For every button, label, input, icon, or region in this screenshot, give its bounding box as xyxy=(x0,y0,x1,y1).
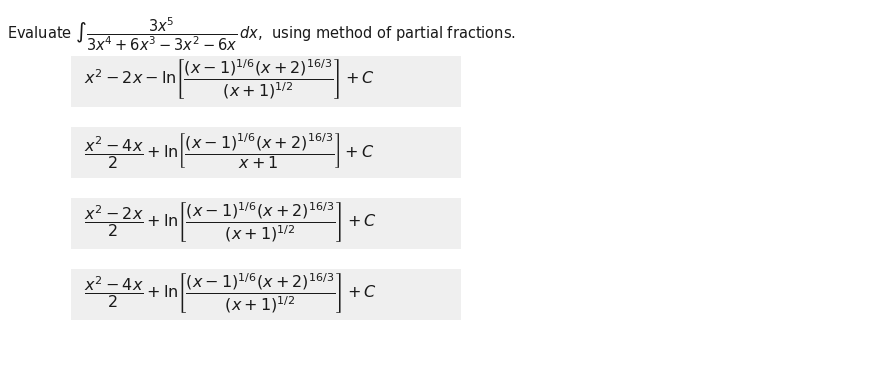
Text: Evaluate $\int \dfrac{3x^5}{3x^4+6x^3-3x^2-6x}\,dx$,  using method of partial fr: Evaluate $\int \dfrac{3x^5}{3x^4+6x^3-3x… xyxy=(7,15,516,53)
FancyBboxPatch shape xyxy=(71,56,461,107)
FancyBboxPatch shape xyxy=(71,198,461,249)
FancyBboxPatch shape xyxy=(71,269,461,320)
Text: $x^2-2x-\ln\!\left[\dfrac{(x-1)^{1/6}(x+2)^{16/3}}{(x+1)^{1/2}}\right]+C$: $x^2-2x-\ln\!\left[\dfrac{(x-1)^{1/6}(x+… xyxy=(84,58,375,102)
Text: $\dfrac{x^2-4x}{2}+\ln\!\left[\dfrac{(x-1)^{1/6}(x+2)^{16/3}}{x+1}\right]+C$: $\dfrac{x^2-4x}{2}+\ln\!\left[\dfrac{(x-… xyxy=(84,132,375,171)
Text: $\dfrac{x^2-2x}{2}+\ln\!\left[\dfrac{(x-1)^{1/6}(x+2)^{16/3}}{(x+1)^{1/2}}\right: $\dfrac{x^2-2x}{2}+\ln\!\left[\dfrac{(x-… xyxy=(84,200,377,245)
FancyBboxPatch shape xyxy=(71,127,461,178)
Text: $\dfrac{x^2-4x}{2}+\ln\!\left[\dfrac{(x-1)^{1/6}(x+2)^{16/3}}{(x+1)^{1/2}}\right: $\dfrac{x^2-4x}{2}+\ln\!\left[\dfrac{(x-… xyxy=(84,272,377,316)
